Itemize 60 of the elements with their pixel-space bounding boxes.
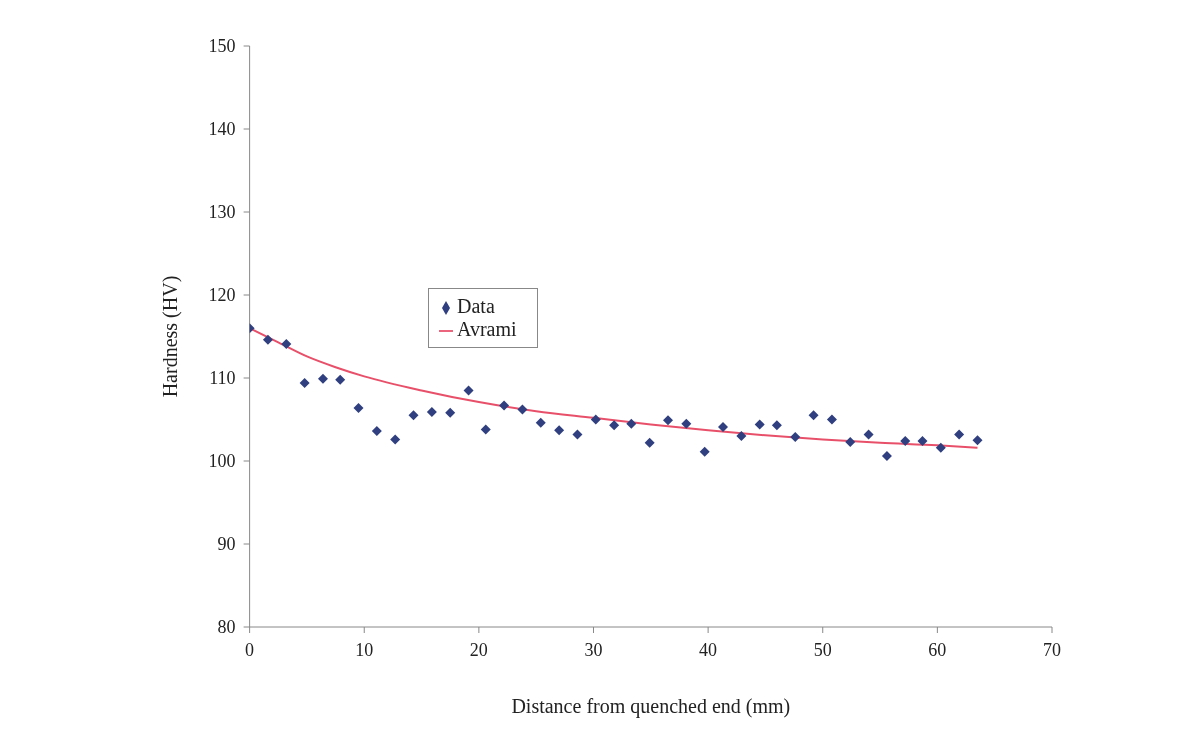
x-tick-label: 0 (245, 639, 255, 660)
y-tick-label: 80 (217, 617, 236, 638)
legend-label: Avrami (457, 318, 517, 340)
point (736, 431, 747, 442)
y-tick-label: 150 (208, 36, 236, 57)
point (972, 435, 983, 446)
point (917, 436, 928, 447)
point (317, 373, 328, 384)
y-tick-label: 120 (208, 285, 236, 306)
point (681, 418, 692, 429)
point (408, 410, 419, 421)
point (353, 402, 364, 413)
point (935, 442, 946, 453)
y-tick-label: 100 (208, 451, 236, 472)
point (754, 419, 765, 430)
point (371, 426, 382, 437)
point (644, 437, 655, 448)
point (426, 407, 437, 418)
legend-label: Data (457, 295, 495, 317)
point (335, 374, 346, 385)
point (590, 414, 601, 425)
point (499, 400, 510, 411)
point (663, 415, 673, 426)
point (554, 425, 565, 436)
point (771, 420, 782, 431)
point (299, 377, 310, 388)
point (480, 424, 491, 435)
point (626, 418, 637, 429)
point (517, 404, 528, 415)
x-tick-label: 30 (584, 639, 603, 660)
point (900, 436, 911, 447)
x-axis-title: Distance from quenched end (mm) (511, 695, 791, 719)
point (863, 429, 874, 440)
point (262, 334, 273, 345)
x-tick-label: 40 (699, 639, 718, 660)
y-tick-label: 140 (208, 119, 236, 140)
y-axis-title: Hardness (HV) (158, 275, 182, 398)
x-tick-label: 70 (1043, 639, 1061, 660)
point (881, 451, 892, 462)
x-tick-label: 10 (355, 639, 374, 660)
point (826, 414, 837, 425)
point (845, 436, 856, 447)
point (718, 421, 729, 432)
point (390, 434, 401, 445)
point (954, 429, 965, 440)
point (572, 429, 583, 440)
point (445, 407, 456, 418)
point (790, 431, 801, 442)
x-tick-label: 60 (928, 639, 947, 660)
point (463, 385, 474, 396)
x-tick-label: 50 (813, 639, 832, 660)
point (281, 338, 292, 349)
x-tick-label: 20 (469, 639, 488, 660)
point (699, 446, 710, 457)
y-tick-label: 130 (208, 202, 236, 223)
point (609, 420, 620, 431)
y-tick-label: 110 (209, 368, 236, 389)
point (808, 410, 819, 421)
point (535, 417, 546, 428)
y-tick-label: 90 (217, 534, 236, 555)
